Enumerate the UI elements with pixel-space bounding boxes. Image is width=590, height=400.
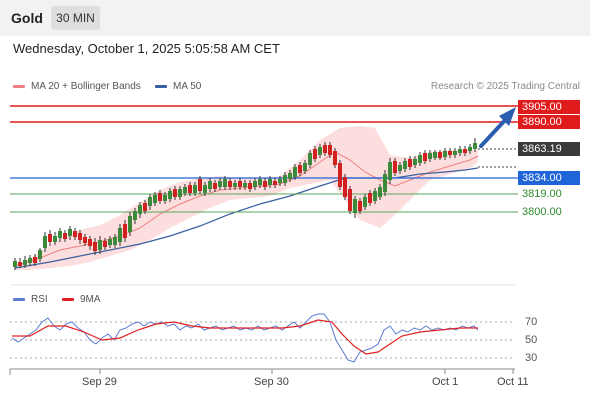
legend-ma50-label: MA 50	[173, 81, 202, 92]
top-bar: Gold 30 MIN	[0, 0, 590, 36]
rsi-swatch	[13, 298, 25, 301]
rsi-axis-30: 30	[525, 352, 538, 364]
instrument-title: Gold	[11, 10, 43, 26]
ma20-swatch	[13, 85, 25, 88]
level-r1: 3890.00	[518, 115, 580, 129]
legend-rsi-label: RSI	[31, 294, 48, 305]
timeframe-button[interactable]: 30 MIN	[51, 6, 100, 30]
level-pivot: 3834.00	[518, 171, 580, 185]
level-s2: 3800.00	[522, 206, 562, 218]
forecast-arrow	[479, 107, 516, 148]
legend-rsi: RSI	[13, 294, 48, 305]
legend-rsi-ma: 9MA	[62, 294, 101, 305]
datetime-label: Wednesday, October 1, 2025 5:05:58 AM CE…	[13, 41, 280, 56]
rsi-line	[11, 313, 479, 363]
bollinger-band	[15, 126, 478, 270]
legend-ma20-label: MA 20 + Bollinger Bands	[31, 81, 141, 92]
level-r2: 3905.00	[518, 100, 580, 114]
legend-ma50: MA 50	[155, 81, 201, 92]
legend-rsi-ma-label: 9MA	[80, 294, 101, 305]
credit-label: Research © 2025 Trading Central	[430, 81, 580, 92]
ma50-swatch	[155, 85, 167, 88]
x-tick-oct1: Oct 1	[432, 376, 459, 388]
x-tick-sep29: Sep 29	[82, 376, 117, 388]
ma50-line	[14, 167, 479, 269]
level-s1: 3819.00	[522, 188, 562, 200]
legend-ma20: MA 20 + Bollinger Bands	[13, 81, 141, 92]
rsi-axis-70: 70	[525, 316, 538, 328]
rsi-ma-swatch	[62, 298, 74, 301]
last-price: 3863.19	[518, 142, 580, 156]
rsi-ma-line	[12, 319, 478, 355]
x-tick-sep30: Sep 30	[254, 376, 289, 388]
candles	[13, 138, 477, 270]
x-tick-oct11: Oct 11	[497, 376, 529, 388]
rsi-axis-50: 50	[525, 334, 538, 346]
